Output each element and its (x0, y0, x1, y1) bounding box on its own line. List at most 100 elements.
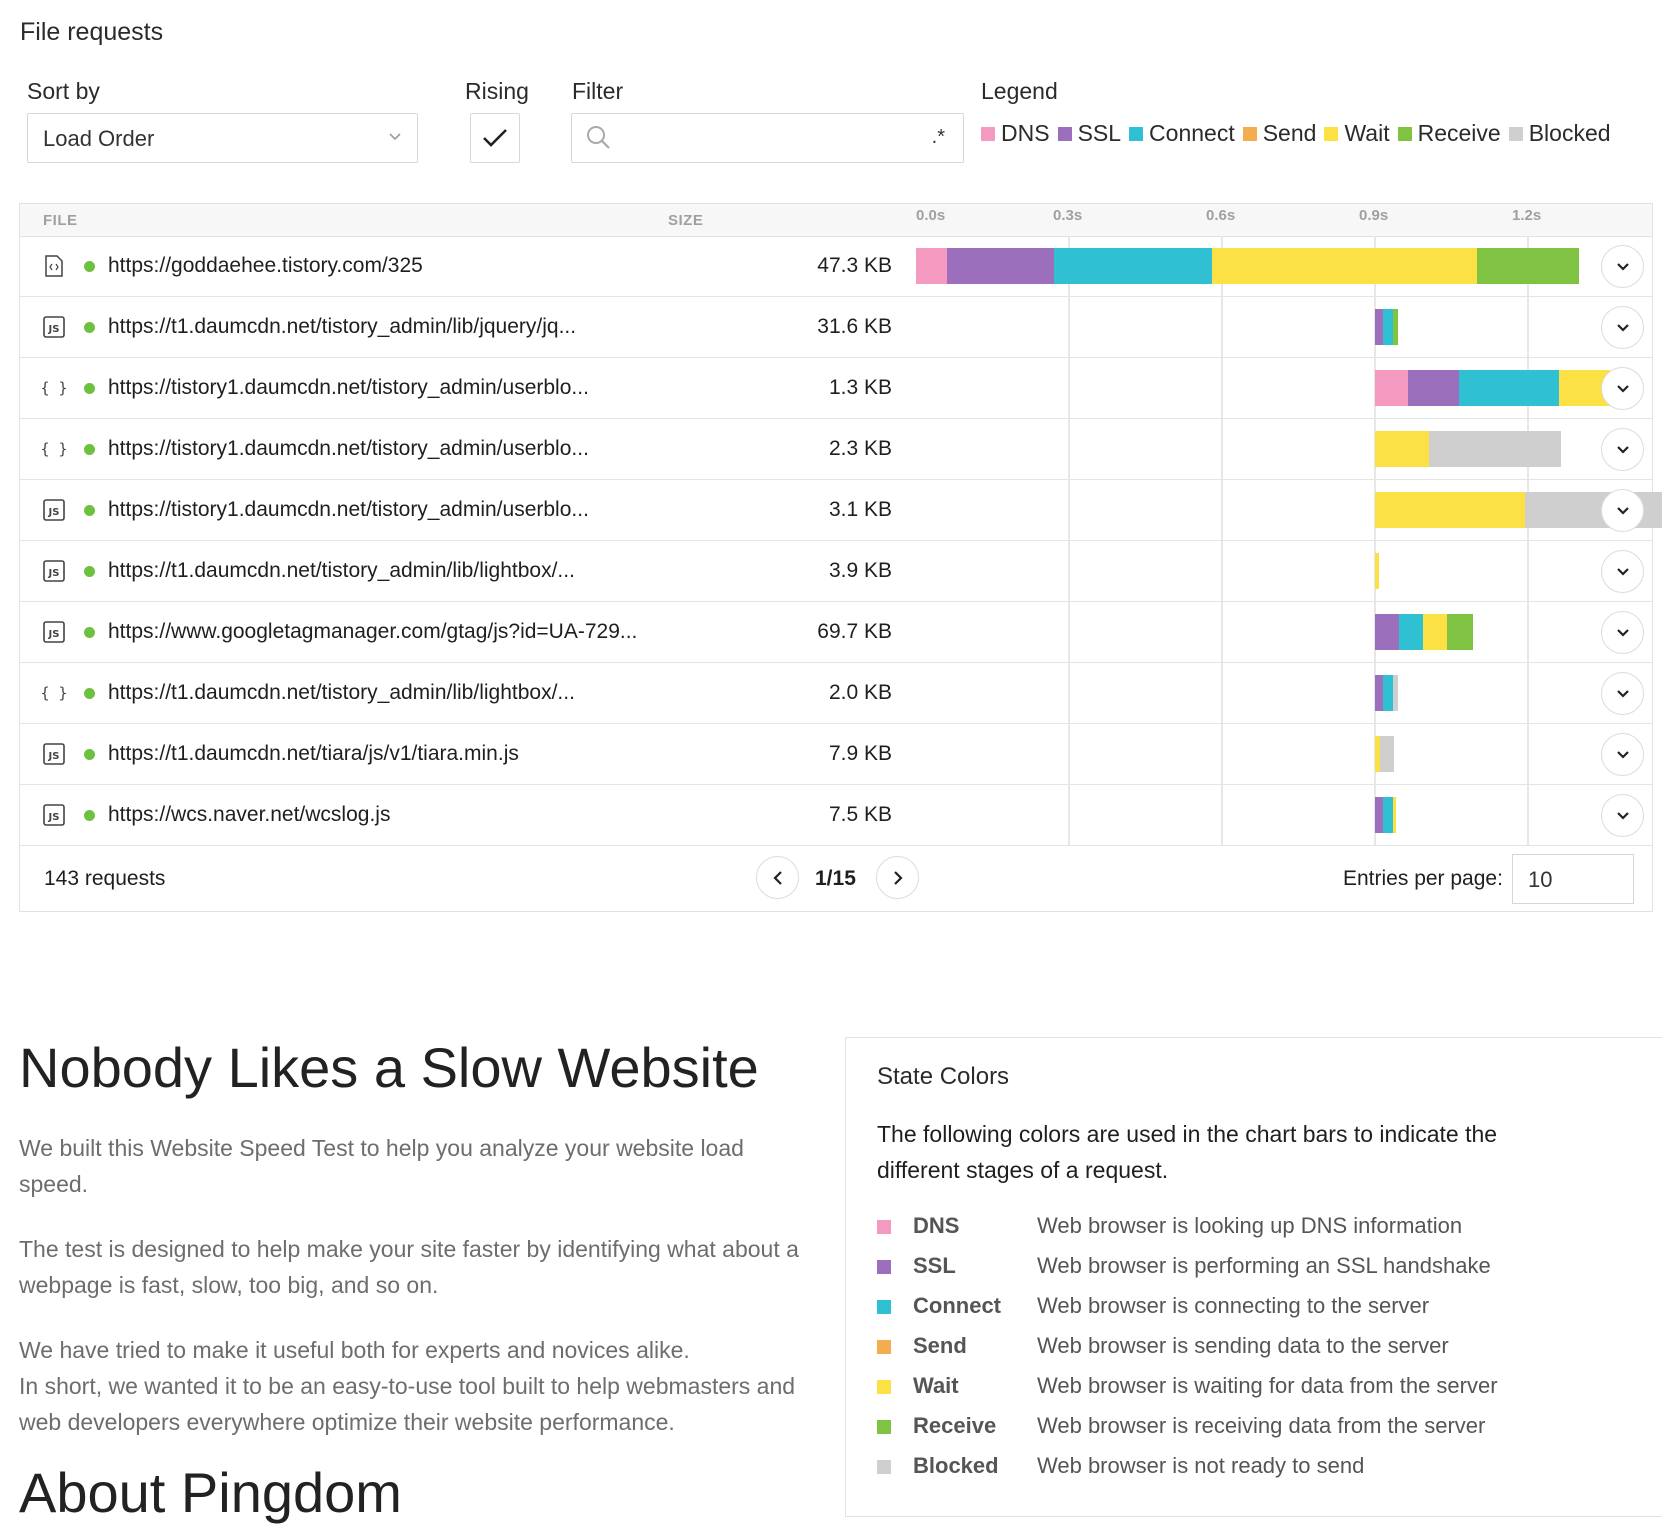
table-row[interactable]: https://goddaehee.tistory.com/325 47.3 KB (20, 236, 1652, 297)
timing-bar-wait (1375, 492, 1526, 528)
request-url[interactable]: https://tistory1.daumcdn.net/tistory_adm… (108, 437, 589, 460)
request-size: 7.5 KB (828, 803, 892, 826)
expand-row-button[interactable] (1601, 367, 1644, 410)
chevron-down-icon (389, 133, 401, 141)
timing-bar-ssl (1375, 675, 1383, 711)
json-file-icon: { } (42, 379, 66, 397)
chevron-down-icon (1617, 690, 1629, 698)
request-url[interactable]: https://t1.daumcdn.net/tistory_admin/lib… (108, 315, 577, 338)
timing-bar-group (916, 492, 1662, 528)
table-row[interactable]: JS https://t1.daumcdn.net/tistory_admin/l… (20, 297, 1652, 358)
sort-by-value: Load Order (43, 126, 155, 151)
filter-label: Filter (572, 78, 624, 104)
expand-row-button[interactable] (1601, 733, 1644, 776)
state-color-item: Wait Web browser is waiting for data from… (877, 1371, 1637, 1401)
timing-bar-group (916, 370, 1654, 406)
intro-heading: Nobody Likes a Slow Website (19, 1036, 759, 1099)
legend-swatch (1397, 126, 1412, 141)
table-row[interactable]: { } https://tistory1.daumcdn.net/tistory_… (20, 358, 1652, 419)
request-url[interactable]: https://tistory1.daumcdn.net/tistory_adm… (108, 498, 589, 521)
chevron-down-icon (1617, 446, 1629, 454)
expand-row-button[interactable] (1601, 611, 1644, 654)
timing-bar-ssl (1375, 797, 1383, 833)
request-url[interactable]: https://www.googletagmanager.com/gtag/js… (108, 620, 638, 643)
regex-toggle[interactable]: .* (931, 126, 945, 148)
legend-item-label: Connect (1149, 120, 1235, 146)
search-icon (587, 126, 610, 149)
request-url[interactable]: https://t1.daumcdn.net/tiara/js/v1/tiara… (108, 742, 519, 765)
checkmark-icon (483, 129, 507, 147)
state-color-item: Receive Web browser is receiving data fro… (877, 1411, 1637, 1441)
expand-row-button[interactable] (1601, 245, 1644, 288)
file-requests-title: File requests (20, 18, 164, 46)
state-color-swatch (877, 1300, 891, 1314)
state-colors-title: State Colors (877, 1063, 1010, 1090)
table-row[interactable]: JS https://tistory1.daumcdn.net/tistory_a… (20, 480, 1662, 541)
column-header-size[interactable]: SIZE (668, 212, 704, 229)
timeline-gridline (1374, 236, 1376, 846)
sort-by-select[interactable]: Load Order (27, 113, 418, 163)
timing-bar-wait (1392, 797, 1397, 833)
table-row[interactable]: JS https://www.googletagmanager.com/gtag/… (20, 602, 1652, 663)
page-indicator: 1/15 (815, 867, 856, 890)
legend-swatch (981, 126, 995, 141)
timing-bar-connect (1382, 797, 1393, 833)
table-row[interactable]: { } https://tistory1.daumcdn.net/tistory_… (20, 419, 1652, 480)
prev-page-button[interactable] (756, 856, 799, 899)
legend-item-connect: Connect (1129, 120, 1235, 147)
column-header-file[interactable]: FILE (43, 212, 78, 229)
timing-bar-wait (1211, 248, 1477, 284)
expand-row-button[interactable] (1601, 794, 1644, 837)
legend-label: Legend (981, 78, 1058, 104)
entries-per-page-input[interactable]: 10 (1512, 854, 1634, 904)
state-color-item: Blocked Web browser is not ready to send (877, 1451, 1637, 1481)
timing-bar-group (916, 309, 1654, 345)
state-color-desc: Web browser is waiting for data from the… (1037, 1373, 1498, 1398)
status-dot (84, 749, 95, 760)
request-url[interactable]: https://goddaehee.tistory.com/325 (108, 254, 423, 277)
timing-bar-group (916, 248, 1654, 284)
expand-row-button[interactable] (1601, 550, 1644, 593)
table-row[interactable]: { } https://t1.daumcdn.net/tistory_admin/… (20, 663, 1652, 724)
expand-row-button[interactable] (1601, 672, 1644, 715)
state-color-desc: Web browser is not ready to send (1037, 1453, 1365, 1478)
timing-bar-group (916, 431, 1654, 467)
rising-checkbox[interactable] (470, 113, 520, 163)
status-dot (84, 383, 95, 394)
request-url[interactable]: https://tistory1.daumcdn.net/tistory_adm… (108, 376, 589, 399)
request-url[interactable]: https://t1.daumcdn.net/tistory_admin/lib… (108, 681, 575, 704)
timeline-gridline (1221, 236, 1223, 846)
timing-bar-receive (1447, 614, 1473, 650)
svg-text:JS: JS (48, 751, 60, 762)
filter-input[interactable] (622, 122, 916, 156)
js-file-icon: JS (43, 804, 65, 826)
request-size: 1.3 KB (828, 376, 892, 399)
timing-bar-blocked (1380, 736, 1394, 772)
legend-swatch (1508, 126, 1523, 141)
timing-bar-connect (1399, 614, 1424, 650)
legend-item-label: Receive (1417, 120, 1501, 146)
expand-row-button[interactable] (1601, 428, 1644, 471)
table-row[interactable]: JS https://t1.daumcdn.net/tistory_admin/l… (20, 541, 1652, 602)
legend-item-dns: DNS (981, 120, 1050, 147)
request-size: 2.3 KB (828, 437, 892, 460)
timeline-tick: 0.9s (1359, 207, 1389, 224)
table-row[interactable]: JS https://wcs.naver.net/wcslog.js 7.5 KB (20, 785, 1652, 846)
js-file-icon: JS (43, 743, 65, 765)
request-url[interactable]: https://wcs.naver.net/wcslog.js (108, 803, 391, 826)
file-requests-table: FILE SIZE 0.0s 0.3s 0.6s 0.9s 1.2s https… (19, 203, 1662, 912)
svg-text:{ }: { } (42, 440, 66, 458)
js-file-icon: JS (43, 499, 65, 521)
expand-row-button[interactable] (1601, 306, 1644, 349)
table-header: FILE SIZE 0.0s 0.3s 0.6s 0.9s 1.2s (20, 204, 1652, 237)
timing-bar-ssl (1375, 309, 1383, 345)
state-color-item: SSL Web browser is performing an SSL hand… (877, 1251, 1637, 1281)
timing-bar-receive (1477, 248, 1579, 284)
chevron-left-icon (773, 871, 782, 885)
filter-field[interactable]: .* (571, 113, 964, 163)
table-row[interactable]: JS https://t1.daumcdn.net/tiara/js/v1/tia… (20, 724, 1652, 785)
next-page-button[interactable] (876, 856, 919, 899)
timing-bar-blocked (1428, 431, 1562, 467)
expand-row-button[interactable] (1601, 489, 1644, 532)
request-url[interactable]: https://t1.daumcdn.net/tistory_admin/lib… (108, 559, 575, 582)
